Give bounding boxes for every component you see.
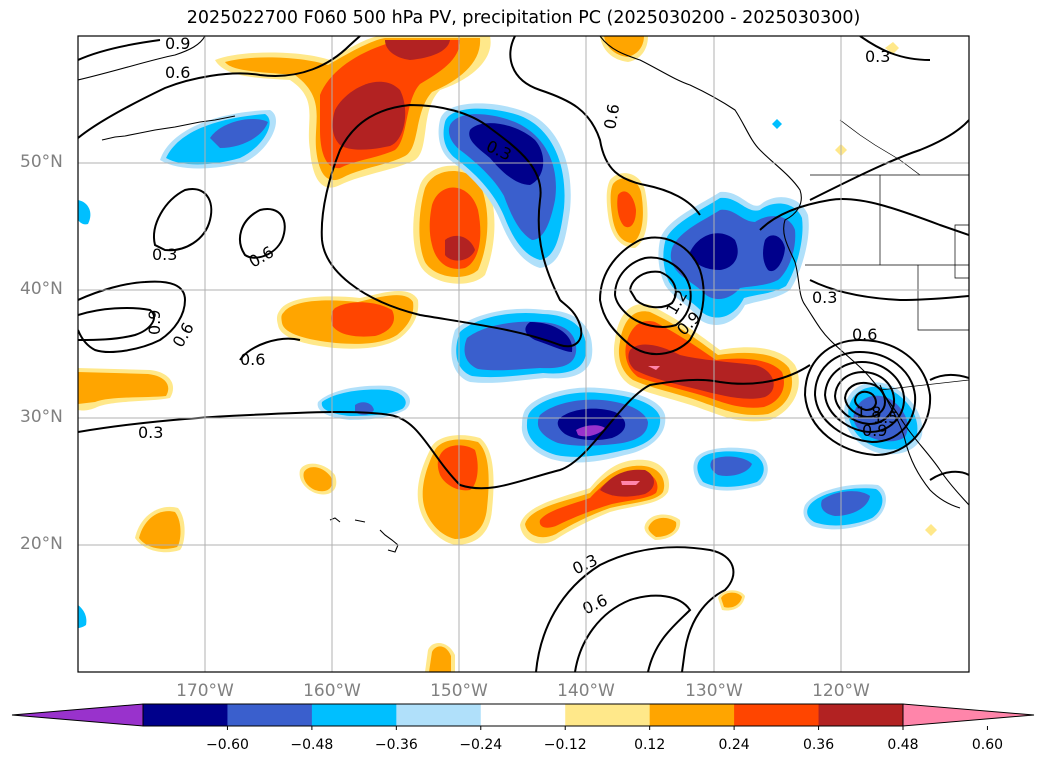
pv-label-03-west: 0.3 <box>152 245 177 264</box>
pv-contour-06-east <box>509 36 701 216</box>
pv-contour-06-small-loop <box>239 208 286 259</box>
pv-contour-09-trough <box>598 236 705 356</box>
lat-label-20n: 20°N <box>20 534 63 554</box>
pv-label-03-ne: 0.3 <box>865 47 890 66</box>
colorbar-tick-label: 0.60 <box>971 737 1004 753</box>
pv-label-03-east: 0.3 <box>812 288 837 307</box>
borders <box>805 119 969 391</box>
pv-contour-06-cutoff <box>803 338 932 457</box>
graticule <box>78 36 969 672</box>
pv-contour-03-south-trough <box>535 546 735 672</box>
coast-alaska-peninsula <box>78 36 206 81</box>
pv-label-09-cutoff: 0.9 <box>862 421 887 440</box>
precip-blob-150w-south-positive <box>417 435 494 545</box>
precip-blob-north-positive <box>215 36 491 188</box>
precip-blob-135w-positive <box>606 173 648 248</box>
pv-contour-03-central-loop <box>320 103 583 348</box>
lon-label-130w: 130°W <box>685 681 743 701</box>
coastlines <box>78 36 969 553</box>
pv-contour-03-top-east <box>859 36 931 61</box>
pv-contour-06-south-trough <box>574 594 692 672</box>
border-us-mexico <box>879 379 969 391</box>
pv-contour-03-east <box>809 279 969 302</box>
lat-label-50n: 50°N <box>20 152 63 172</box>
lat-label-40n: 40°N <box>20 279 63 299</box>
pv-label-06-nw: 0.6 <box>165 63 190 82</box>
precip-blob-nw-negative <box>160 110 276 169</box>
pv-contour-03-west-loop <box>153 188 213 252</box>
lon-label-170w: 170°W <box>176 681 234 701</box>
pv-contour-06-north <box>78 36 361 139</box>
colorbar-tick-label: 0.48 <box>887 737 919 753</box>
pv-contours <box>78 36 969 672</box>
lon-label-150w: 150°W <box>430 681 488 701</box>
colorbar-tick-label: −0.24 <box>459 737 503 753</box>
colorbar-tick-label: 0.24 <box>718 737 750 753</box>
precip-blob-160w-positive <box>276 291 419 349</box>
precip-blob-132w-positive <box>613 304 799 422</box>
pv-contour-03-cutoff-east <box>929 373 969 381</box>
precip-blob-138w-negative <box>521 387 666 463</box>
colorbar-tick-label: −0.12 <box>543 737 587 753</box>
colorbar-tick-label: −0.48 <box>290 737 334 753</box>
colorbar-tick-label: 0.36 <box>802 737 835 753</box>
lat-label-30n: 30°N <box>20 407 63 427</box>
colorbar-tick-label: −0.36 <box>374 737 418 753</box>
precip-shading <box>78 36 937 672</box>
colorbar-tick-label: 0.12 <box>634 737 666 753</box>
pv-label-09-nw: 0.9 <box>165 34 190 53</box>
precip-blob-140w-positive <box>520 459 670 544</box>
precip-blob-150w-positive <box>413 165 495 284</box>
pv-label-06-cutoff: 0.6 <box>852 325 877 344</box>
precip-blob-west-edge <box>78 200 91 225</box>
lon-label-160w: 160°W <box>303 681 361 701</box>
pv-contour-03-northeast <box>809 119 969 201</box>
pv-contour-06-northeast <box>759 198 969 236</box>
coast-aleutians <box>101 115 236 141</box>
precip-blob-120w-south-negative <box>803 484 886 530</box>
lon-label-120w: 120°W <box>812 681 870 701</box>
figure-title: 2025022700 F060 500 hPa PV, precipitatio… <box>186 8 861 28</box>
precip-small-blobs <box>78 36 937 672</box>
pv-contour-09-north <box>78 39 161 61</box>
pv-label-03-south: 0.3 <box>138 423 163 442</box>
pv-contour-06-mid <box>239 337 301 361</box>
pv-label-06-mid: 0.6 <box>240 350 265 369</box>
border-state-4 <box>954 224 969 279</box>
precip-blob-145w-negative <box>451 308 593 383</box>
pv-label-06-east: 0.6 <box>600 102 623 130</box>
precip-blob-west-positive <box>78 368 174 411</box>
pv-contour-12-cutoff <box>823 360 906 434</box>
lon-label-140w: 140°W <box>557 681 615 701</box>
precip-blob-128w-negative <box>658 191 809 325</box>
pv-contour-06-west <box>78 280 187 353</box>
coast-west-north-america <box>599 36 969 506</box>
colorbar-tick-label: −0.60 <box>205 737 249 753</box>
pv-label-18-cutoff: 1.8 <box>856 403 881 422</box>
pv-contour-18-cutoff <box>843 381 887 419</box>
pv-contour-12-trough <box>613 256 692 328</box>
map-frame <box>77 35 970 673</box>
border-state-3 <box>917 265 969 331</box>
pv-contour-15-cutoff <box>833 370 896 426</box>
coast-baja-california <box>879 384 961 509</box>
pv-label-09-west: 0.9 <box>145 310 164 335</box>
pv-contour-21-cutoff <box>853 390 878 412</box>
pv-contour-15-trough <box>628 270 677 309</box>
pv-contour-09-cutoff <box>813 350 917 444</box>
pv-contour-06-southeast <box>929 470 969 481</box>
pv-contour-03-south <box>78 364 811 490</box>
precip-blob-140w-negative <box>438 103 571 268</box>
precip-blob-130w-south-negative <box>693 447 768 491</box>
border-bc-alberta <box>839 119 921 176</box>
pv-contour-09-west <box>78 306 155 341</box>
